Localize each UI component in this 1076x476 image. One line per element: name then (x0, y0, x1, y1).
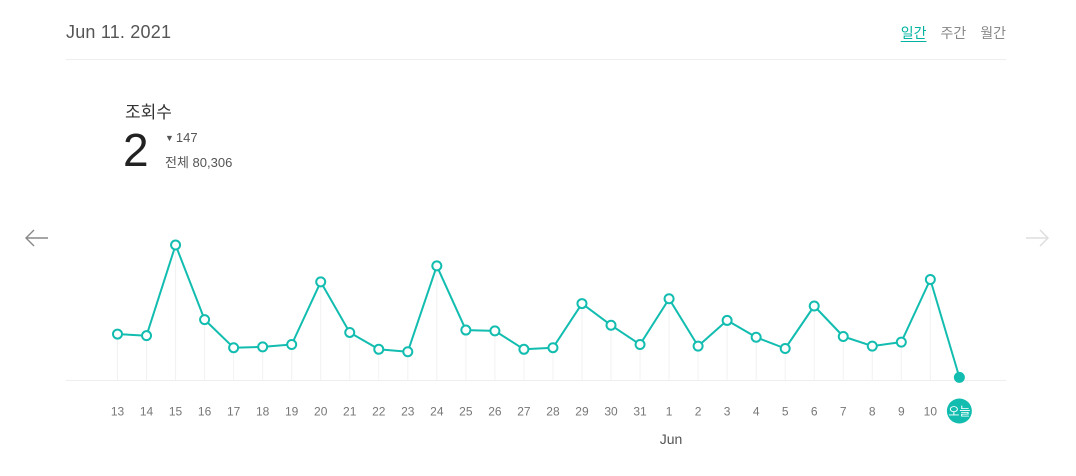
data-point-today[interactable] (953, 371, 965, 383)
data-point[interactable] (605, 319, 617, 331)
x-tick-label: 21 (343, 405, 357, 419)
x-tick-label: 31 (633, 405, 647, 419)
data-point[interactable] (808, 300, 820, 312)
x-tick-label-today: 오늘 (948, 405, 970, 419)
x-tick-label: 15 (169, 405, 183, 419)
data-point[interactable] (170, 239, 182, 251)
data-point[interactable] (460, 324, 472, 336)
x-tick-label: 25 (459, 405, 473, 419)
date-title: Jun 11. 2021 (66, 22, 172, 42)
metric-label: 조회수 (125, 103, 172, 122)
x-tick-label: 3 (724, 405, 731, 419)
x-tick-label: 20 (314, 405, 328, 419)
data-point[interactable] (837, 330, 849, 342)
x-tick-label: 13 (111, 405, 125, 419)
data-point[interactable] (489, 325, 501, 337)
data-point[interactable] (779, 343, 791, 355)
prev-arrow-icon[interactable] (24, 225, 50, 251)
data-point[interactable] (199, 314, 211, 326)
x-tick-label: 1 (666, 405, 673, 419)
tab-daily[interactable]: 일간 (900, 25, 927, 41)
data-point[interactable] (344, 326, 356, 338)
x-tick-label: 24 (430, 405, 444, 419)
data-point[interactable] (692, 340, 704, 352)
x-tick-label: 29 (575, 405, 589, 419)
x-tick-label: 9 (898, 405, 905, 419)
data-point[interactable] (315, 276, 327, 288)
metric-total: 전체 80,306 (165, 155, 233, 170)
x-tick-label: 18 (256, 405, 270, 419)
metric-value: 2 (123, 124, 149, 176)
x-tick-label: 8 (869, 405, 876, 419)
x-tick-label: 7 (840, 405, 847, 419)
data-point[interactable] (402, 346, 414, 358)
x-tick-label: 10 (924, 405, 938, 419)
data-point[interactable] (431, 260, 443, 272)
data-point[interactable] (373, 343, 385, 355)
x-tick-label: 17 (227, 405, 241, 419)
month-label: Jun (660, 431, 683, 447)
x-tick-label: 27 (517, 405, 531, 419)
x-tick-label: 22 (372, 405, 386, 419)
metric-change: ▼ 147 (165, 130, 198, 145)
data-point[interactable] (924, 274, 936, 286)
series-line (117, 244, 961, 378)
x-tick-label: 30 (604, 405, 618, 419)
data-point[interactable] (663, 293, 675, 305)
data-point[interactable] (518, 343, 530, 355)
data-point[interactable] (634, 338, 646, 350)
x-tick-label: 6 (811, 405, 818, 419)
data-point[interactable] (112, 328, 123, 340)
data-point[interactable] (547, 342, 559, 354)
tab-weekly[interactable]: 주간 (940, 25, 967, 41)
tab-monthly[interactable]: 월간 (980, 25, 1006, 41)
x-tick-label: 4 (753, 405, 760, 419)
data-point[interactable] (141, 330, 153, 342)
triangle-down-icon: ▼ (165, 133, 174, 143)
data-point[interactable] (721, 314, 733, 326)
next-arrow-icon[interactable] (1024, 225, 1050, 251)
data-point[interactable] (895, 336, 907, 348)
x-tick-label: 2 (695, 405, 702, 419)
x-tick-label: 14 (140, 405, 154, 419)
x-tick-label: 19 (285, 405, 299, 419)
period-tabs: 일간 주간 월간 (901, 23, 1006, 43)
data-point[interactable] (257, 341, 269, 353)
x-tick-label: 5 (782, 405, 789, 419)
metric-change-value: 147 (175, 130, 198, 145)
data-point[interactable] (576, 298, 588, 310)
data-point[interactable] (286, 338, 298, 350)
data-point[interactable] (866, 340, 878, 352)
header-divider (66, 59, 1006, 60)
data-point[interactable] (750, 331, 762, 343)
today-badge (946, 398, 972, 424)
x-tick-label: 28 (546, 405, 560, 419)
data-point[interactable] (228, 342, 240, 354)
x-tick-label: 26 (488, 405, 502, 419)
x-tick-label: 23 (401, 405, 415, 419)
x-tick-label: 16 (198, 405, 212, 419)
